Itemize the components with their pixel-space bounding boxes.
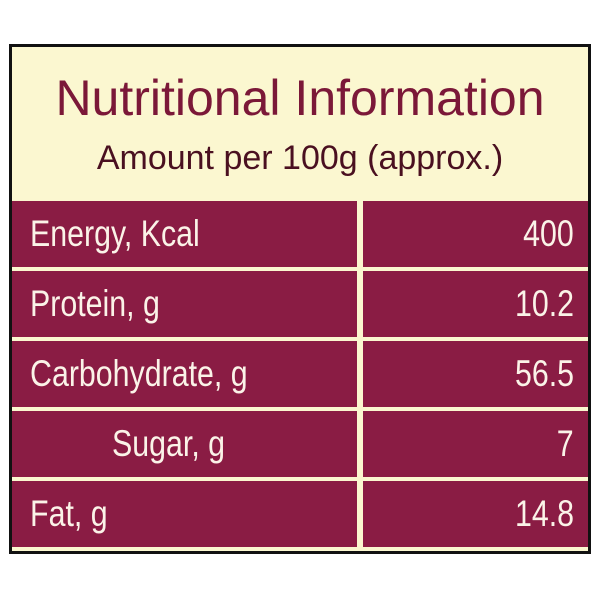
nutrient-name: Sugar, g: [112, 423, 226, 464]
table-row: Energy, Kcal 400: [12, 201, 588, 267]
nutrient-cell: Energy, Kcal: [12, 201, 357, 267]
amount-cell: 56.5: [363, 341, 588, 407]
nutrient-cell: Fat, g: [12, 481, 357, 547]
nutrient-cell: Sugar, g: [12, 411, 357, 477]
subtitle: Amount per 100g (approx.): [96, 139, 504, 177]
amount-cell: 14.8: [363, 481, 588, 547]
title: Nutritional Information: [55, 70, 545, 126]
nutrient-name: Energy, Kcal: [30, 213, 200, 254]
nutrient-cell: Carbohydrate, g: [12, 341, 357, 407]
amount-cell: 10.2: [363, 271, 588, 337]
table-row: Carbohydrate, g 56.5: [12, 341, 588, 407]
nutrient-amount: 56.5: [514, 353, 574, 394]
table-row: Sugar, g 7: [12, 411, 588, 477]
nutrient-amount: 7: [557, 423, 574, 464]
amount-cell: 7: [363, 411, 588, 477]
nutrient-cell: Protein, g: [12, 271, 357, 337]
amount-cell: 400: [363, 201, 588, 267]
nutrient-name: Carbohydrate, g: [30, 353, 248, 394]
nutrient-name: Protein, g: [30, 283, 160, 324]
nutrient-amount: 14.8: [514, 493, 574, 534]
table-row: Fat, g 14.8: [12, 481, 588, 547]
nutrient-amount: 10.2: [514, 283, 574, 324]
table-row: Protein, g 10.2: [12, 271, 588, 337]
nutrition-label: Nutritional Information Amount per 100g …: [9, 44, 591, 554]
nutrient-name: Fat, g: [30, 493, 108, 534]
nutrient-amount: 400: [523, 213, 574, 254]
